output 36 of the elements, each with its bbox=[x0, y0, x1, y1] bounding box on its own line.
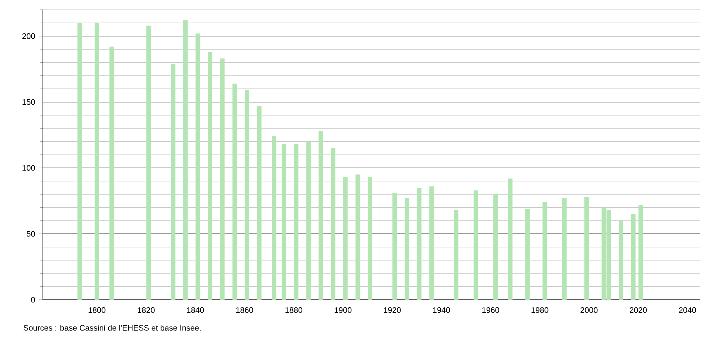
bar bbox=[257, 106, 262, 300]
bar bbox=[638, 205, 644, 300]
bar bbox=[196, 34, 200, 300]
bar bbox=[417, 188, 422, 300]
bar bbox=[245, 90, 250, 300]
bar bbox=[220, 58, 225, 300]
bar bbox=[272, 136, 277, 300]
bar bbox=[404, 198, 410, 300]
bar bbox=[184, 20, 188, 300]
bar bbox=[430, 186, 434, 300]
bar bbox=[631, 214, 636, 300]
bar bbox=[331, 148, 336, 300]
bar bbox=[94, 23, 100, 300]
bar bbox=[474, 190, 478, 300]
bar bbox=[318, 131, 324, 300]
bar bbox=[232, 84, 238, 300]
bar bbox=[171, 64, 176, 300]
bar bbox=[392, 193, 398, 300]
bar bbox=[146, 26, 152, 300]
bar bbox=[584, 197, 590, 300]
bar bbox=[208, 52, 213, 300]
bar bbox=[562, 198, 567, 300]
bar bbox=[110, 46, 114, 300]
bar bbox=[526, 209, 530, 300]
bar bbox=[294, 144, 299, 300]
bar bbox=[306, 142, 311, 300]
bar bbox=[368, 177, 372, 300]
bar bbox=[282, 144, 286, 300]
bar bbox=[78, 23, 82, 300]
bar bbox=[508, 178, 513, 300]
bar bbox=[454, 210, 459, 300]
bar bbox=[494, 194, 498, 300]
bar bbox=[343, 177, 348, 300]
bar bbox=[542, 202, 548, 300]
bar bbox=[356, 174, 360, 300]
bar bbox=[619, 220, 624, 300]
